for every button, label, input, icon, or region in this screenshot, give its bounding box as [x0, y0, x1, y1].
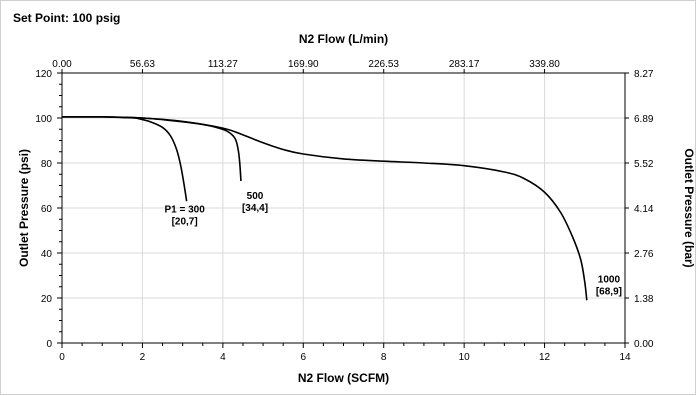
y-axis-title: Outlet Pressure (psi) — [17, 149, 31, 267]
y-tick-label: 20 — [41, 294, 53, 305]
y-tick-label: 80 — [41, 159, 53, 170]
y2-tick-label: 1.38 — [634, 294, 654, 305]
annotation-label-1: [34,4] — [242, 203, 268, 214]
y-tick-label: 100 — [35, 114, 52, 125]
x-tick-label: 2 — [140, 352, 146, 363]
x2-tick-label: 113.27 — [208, 59, 238, 70]
x-tick-label: 10 — [459, 352, 471, 363]
y2-tick-label: 8.27 — [634, 69, 654, 80]
y2-tick-label: 4.14 — [634, 204, 654, 215]
y2-tick-label: 6.89 — [634, 114, 654, 125]
x-tick-label: 8 — [381, 352, 387, 363]
y2-axis-title: Outlet Pressure (bar) — [682, 148, 696, 267]
x2-tick-label: 339.80 — [529, 59, 560, 70]
x2-axis-title: N2 Flow (L/min) — [299, 32, 388, 46]
chart-title: Set Point: 100 psig — [13, 11, 120, 25]
y-tick-label: 60 — [41, 204, 53, 215]
x-tick-label: 12 — [539, 352, 551, 363]
x-tick-label: 0 — [59, 352, 65, 363]
y-tick-label: 40 — [41, 249, 53, 260]
x2-tick-label: 169.90 — [288, 59, 319, 70]
x2-tick-label: 0.00 — [52, 59, 72, 70]
x2-tick-label: 283.17 — [449, 59, 480, 70]
y2-tick-label: 2.76 — [634, 249, 654, 260]
series-line-2 — [61, 115, 588, 301]
annotation-label-0: P1 = 300 — [164, 205, 205, 216]
x2-tick-label: 56.63 — [130, 59, 155, 70]
y-tick-label: 0 — [46, 339, 52, 350]
y2-tick-label: 0.00 — [634, 339, 654, 350]
x-tick-label: 4 — [220, 352, 226, 363]
annotation-label-0: [20,7] — [172, 217, 198, 228]
x-tick-label: 14 — [619, 352, 631, 363]
annotation-label-2: [68,9] — [596, 286, 622, 297]
x-axis-title: N2 Flow (SCFM) — [298, 371, 389, 385]
x-tick-label: 6 — [301, 352, 307, 363]
x2-tick-label: 226.53 — [368, 59, 399, 70]
y-tick-label: 120 — [35, 69, 52, 80]
series-line-0 — [62, 116, 188, 202]
y2-tick-label: 5.52 — [634, 159, 654, 170]
annotation-label-2: 1000 — [598, 274, 621, 285]
annotation-label-1: 500 — [247, 191, 264, 202]
